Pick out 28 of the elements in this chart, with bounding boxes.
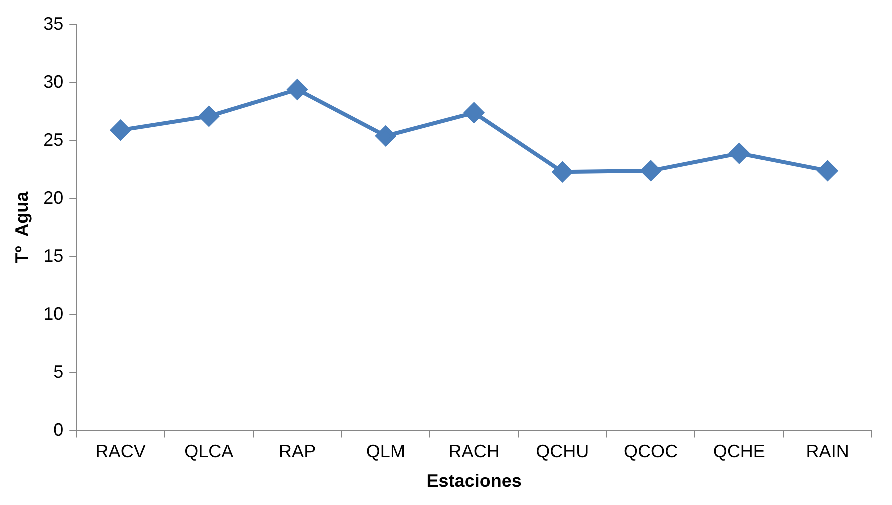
point xyxy=(729,144,750,164)
point xyxy=(288,80,308,100)
x-tick-label: QCHE xyxy=(713,442,766,462)
y-tick-label: 15 xyxy=(44,246,64,266)
x-tick-label: QLCA xyxy=(184,442,234,462)
point xyxy=(641,160,662,181)
y-tick-label: 25 xyxy=(44,130,64,150)
y-tick-label: 10 xyxy=(44,304,64,324)
y-tick-label: 0 xyxy=(54,420,64,440)
x-tick-label: QLM xyxy=(366,442,406,462)
point xyxy=(464,102,484,123)
point xyxy=(552,162,573,182)
point xyxy=(818,160,838,181)
point xyxy=(110,120,131,140)
x-tick-label: QCHU xyxy=(536,442,590,462)
y-tick-label: 30 xyxy=(44,72,64,92)
y-axis-title: Tº Agua xyxy=(12,190,32,264)
point xyxy=(199,106,220,126)
x-tick-label: RAIN xyxy=(806,442,850,462)
y-tick-label: 5 xyxy=(54,362,64,382)
point xyxy=(376,126,396,146)
x-tick-label: QCOC xyxy=(624,442,678,462)
x-tick-label: RAP xyxy=(279,442,316,462)
x-tick-label: RACV xyxy=(96,442,146,462)
x-axis-title: Estaciones xyxy=(426,471,522,492)
y-tick-label: 20 xyxy=(44,188,64,208)
x-tick-label: RACH xyxy=(448,442,500,462)
y-tick-label: 35 xyxy=(44,14,64,34)
